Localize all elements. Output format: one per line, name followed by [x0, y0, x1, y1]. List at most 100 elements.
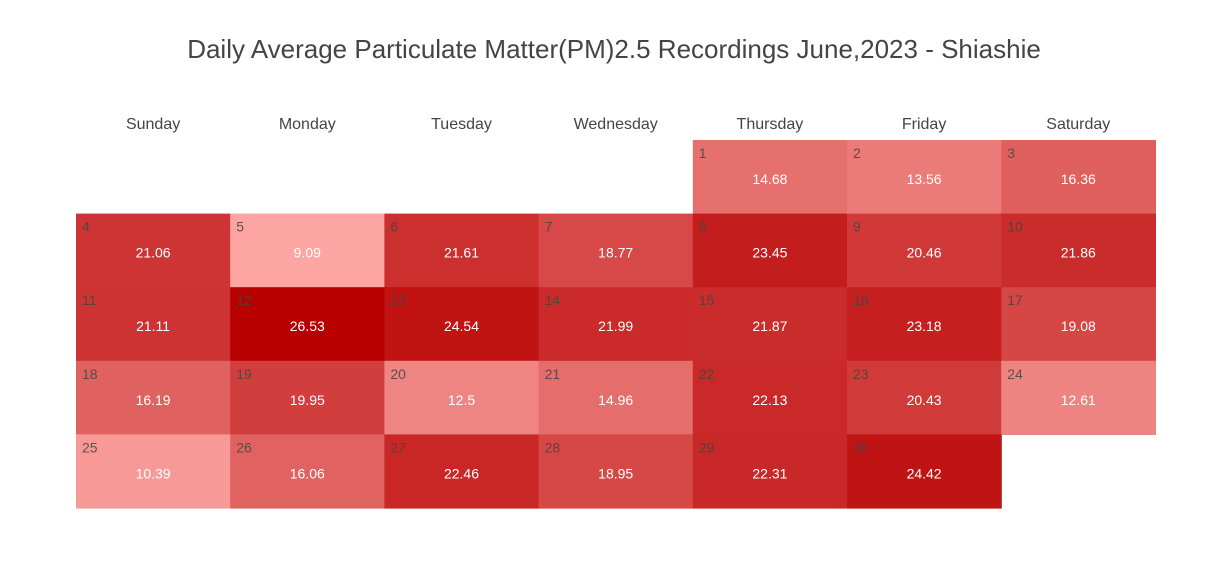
- day-number-label: 7: [545, 219, 553, 235]
- calendar-cell-day-30: 30 24.42: [847, 434, 1002, 509]
- value-label: 21.06: [136, 245, 171, 261]
- weekday-label-tuesday: Tuesday: [431, 116, 492, 133]
- value-label: 19.08: [1061, 318, 1096, 334]
- calendar-cell-day-24: 24 12.61: [1001, 360, 1156, 435]
- weekday-label-thursday: Thursday: [737, 116, 804, 133]
- heatmap-cell: [76, 287, 231, 362]
- calendar-cell-day-1: 114.68: [692, 140, 848, 215]
- calendar-cell-day-21: 21 14.96: [538, 360, 694, 435]
- heatmap-cell: [692, 287, 848, 362]
- day-number-label: 22: [699, 366, 715, 382]
- day-number-label: 27: [390, 439, 406, 455]
- value-label: 21.86: [1061, 245, 1096, 261]
- day-number-label: 29: [699, 439, 715, 455]
- heatmap-cell: [76, 213, 231, 288]
- value-label: 23.45: [752, 245, 787, 261]
- heatmap-cell: [538, 434, 694, 509]
- day-number-label: 26: [236, 439, 252, 455]
- day-number-label: 14: [545, 292, 561, 308]
- day-number-label: 30: [853, 439, 869, 455]
- value-label: 22.31: [752, 465, 787, 481]
- value-label: 12.61: [1061, 392, 1096, 408]
- heatmap-cell: [384, 213, 540, 288]
- calendar-cell-day-20: 20 12.5: [384, 360, 540, 435]
- day-number-label: 16: [853, 292, 869, 308]
- weekday-label-wednesday: Wednesday: [574, 116, 658, 133]
- calendar-cell-day-29: 29 22.31: [692, 434, 848, 509]
- value-label: 16.19: [136, 392, 171, 408]
- day-number-label: 12: [236, 292, 252, 308]
- day-number-label: 9: [853, 219, 861, 235]
- heatmap-cell: [384, 360, 540, 435]
- value-label: 18.95: [598, 465, 633, 481]
- calendar-cell-day-19: 19 19.95: [230, 360, 385, 435]
- heatmap-cell: [76, 360, 231, 435]
- calendar-cell-day-9: 920.46: [847, 213, 1002, 288]
- calendar-cell-day-26: 26 16.06: [230, 434, 385, 509]
- calendar-cell-day-8: 823.45: [692, 213, 848, 288]
- day-number-label: 20: [390, 366, 406, 382]
- calendar-cell-day-25: 25 10.39: [76, 434, 231, 509]
- calendar-cell-day-23: 23 20.43: [847, 360, 1002, 435]
- day-number-label: 1: [699, 145, 707, 161]
- calendar-cell-day-3: 316.36: [1001, 140, 1156, 215]
- value-label: 12.5: [448, 392, 475, 408]
- heatmap-cell: [847, 140, 1002, 215]
- weekday-label-friday: Friday: [902, 116, 946, 133]
- calendar-cell-day-17: 17 19.08: [1001, 287, 1156, 362]
- calendar-cell-day-15: 15 21.87: [692, 287, 848, 362]
- weekday-label-monday: Monday: [279, 116, 336, 133]
- heatmap-cell: [538, 360, 694, 435]
- value-label: 24.42: [907, 465, 942, 481]
- heatmap-cell: [230, 360, 385, 435]
- heatmap-cell: [230, 434, 385, 509]
- heatmap-cell: [384, 287, 540, 362]
- day-number-label: 18: [82, 366, 98, 382]
- weekday-label-sunday: Sunday: [126, 116, 180, 133]
- day-number-label: 28: [545, 439, 561, 455]
- heatmap-cell: [847, 287, 1002, 362]
- heatmap-cell: [847, 434, 1002, 509]
- calendar-cell-day-27: 27 22.46: [384, 434, 540, 509]
- day-number-label: 6: [390, 219, 398, 235]
- calendar-cell-day-12: 12 26.53: [230, 287, 385, 362]
- value-label: 20.46: [907, 245, 942, 261]
- value-label: 18.77: [598, 245, 633, 261]
- day-number-label: 3: [1007, 145, 1015, 161]
- heatmap-cell: [538, 213, 694, 288]
- value-label: 10.39: [136, 465, 171, 481]
- calendar-cell-day-5: 59.09: [230, 213, 385, 288]
- calendar-cell-day-11: 11 21.11: [76, 287, 231, 362]
- calendar-cell-day-10: 10 21.86: [1001, 213, 1156, 288]
- value-label: 21.61: [444, 245, 479, 261]
- value-label: 22.46: [444, 465, 479, 481]
- value-label: 14.68: [752, 171, 787, 187]
- heatmap-cell: [230, 287, 385, 362]
- calendar-cell-day-13: 13 24.54: [384, 287, 540, 362]
- value-label: 20.43: [907, 392, 942, 408]
- calendar-cell-day-7: 718.77: [538, 213, 694, 288]
- calendar-cell-day-14: 14 21.99: [538, 287, 694, 362]
- value-label: 14.96: [598, 392, 633, 408]
- calendar-grid: 114.68213.56316.36421.0659.09621.61718.7…: [76, 140, 1156, 509]
- chart-title: Daily Average Particulate Matter(PM)2.5 …: [187, 34, 1041, 64]
- day-number-label: 8: [699, 219, 707, 235]
- heatmap-cell: [692, 434, 848, 509]
- value-label: 23.18: [907, 318, 942, 334]
- value-label: 21.87: [752, 318, 787, 334]
- heatmap-cell: [1001, 287, 1156, 362]
- value-label: 21.11: [136, 318, 170, 334]
- calendar-cell-day-28: 28 18.95: [538, 434, 694, 509]
- value-label: 16.36: [1061, 171, 1096, 187]
- value-label: 16.06: [290, 465, 325, 481]
- heatmap-cell: [1001, 213, 1156, 288]
- day-number-label: 19: [236, 366, 252, 382]
- heatmap-cell: [1001, 360, 1156, 435]
- day-number-label: 5: [236, 219, 244, 235]
- value-label: 9.09: [294, 245, 321, 261]
- day-number-label: 4: [82, 219, 90, 235]
- calendar-cell-day-16: 16 23.18: [847, 287, 1002, 362]
- day-number-label: 15: [699, 292, 715, 308]
- day-number-label: 24: [1007, 366, 1023, 382]
